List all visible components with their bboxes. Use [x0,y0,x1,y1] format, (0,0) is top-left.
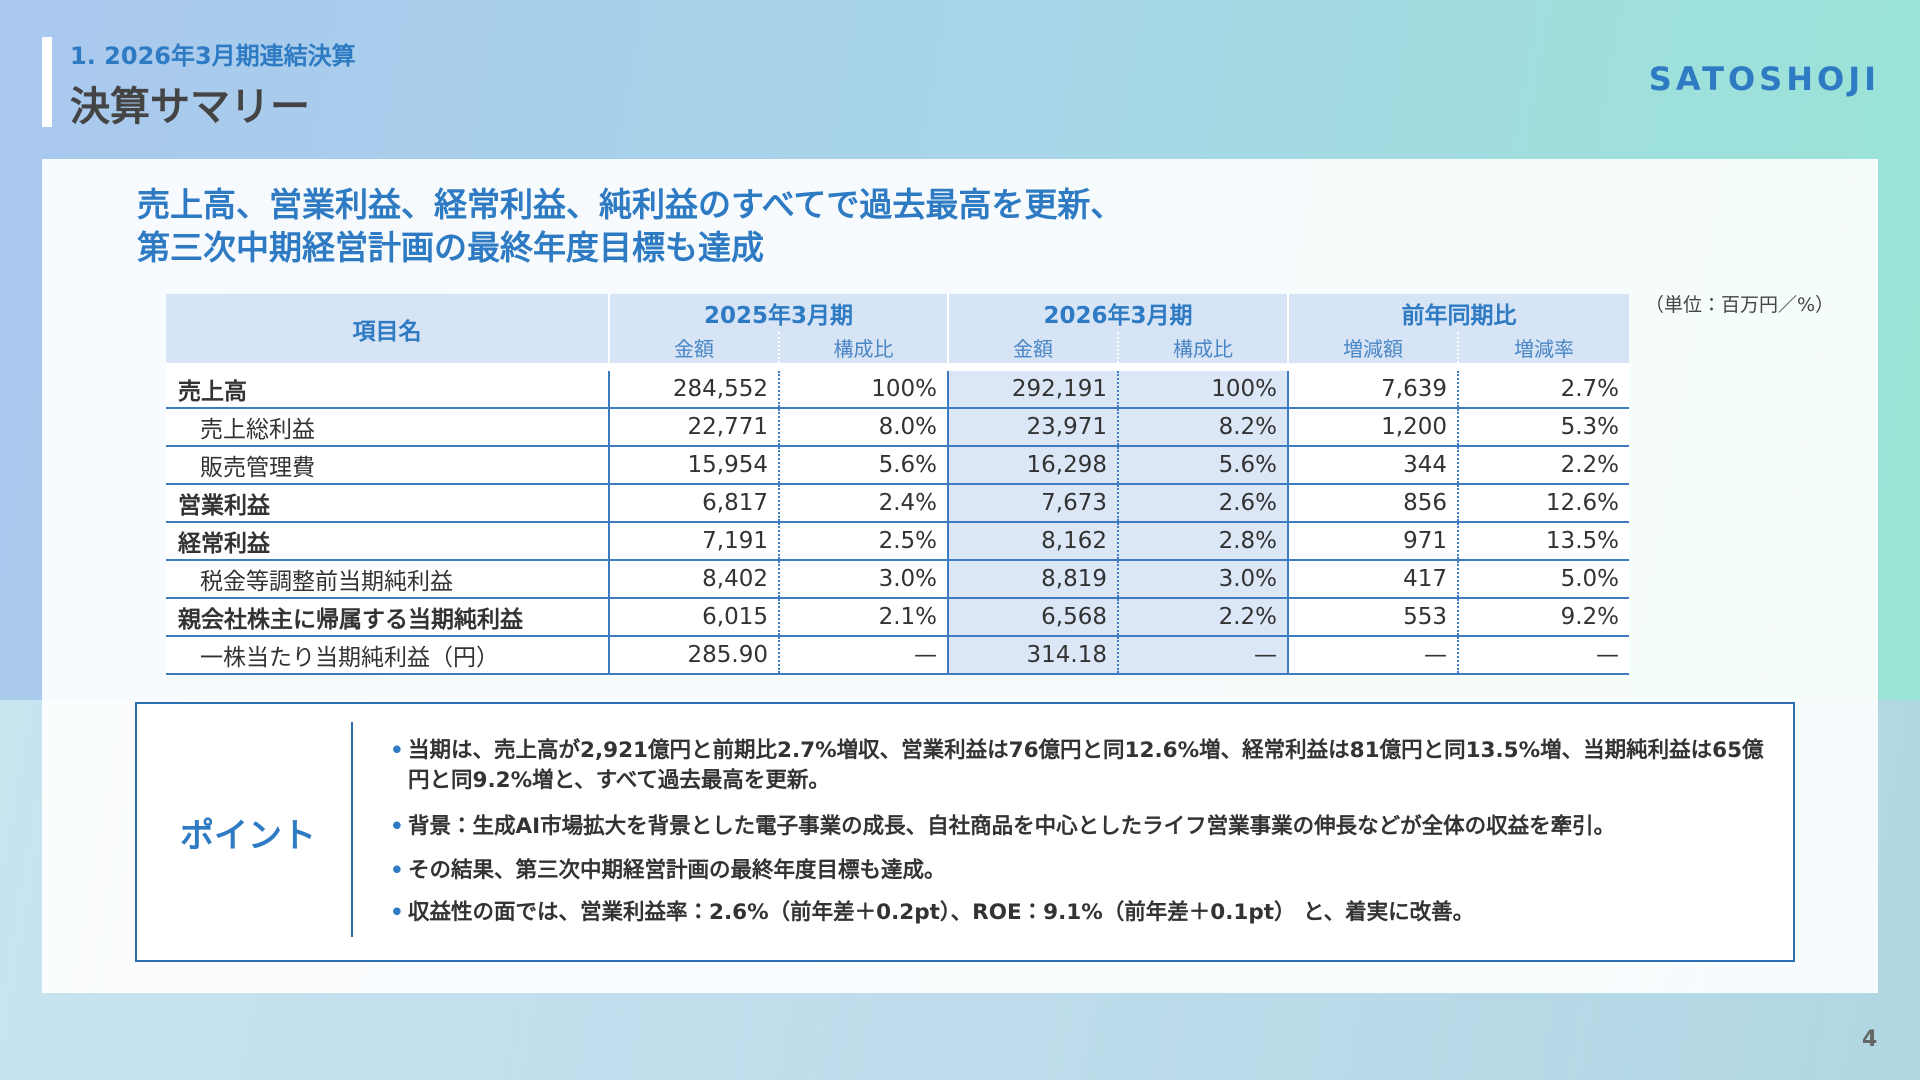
cell: 12.6% [1458,484,1629,523]
cell: 5.6% [779,446,949,485]
cell: — [779,636,949,675]
cell: 2.7% [1458,363,1629,409]
bullet: 背景：生成AI市場拡大を背景とした電子事業の成長、自社商品を中心としたライフ営業… [390,812,1770,842]
cell: 8,402 [609,560,780,599]
cell: 2.2% [1458,446,1629,485]
cell: 7,673 [948,484,1119,523]
cell: 417 [1288,560,1459,599]
cell: 5.6% [1118,446,1289,485]
bullet: 収益性の面では、営業利益率：2.6%（前年差＋0.2pt）、ROE：9.1%（前… [390,898,1770,928]
cell: 314.18 [948,636,1119,675]
cell: 100% [1118,363,1289,409]
cell: 6,568 [948,598,1119,637]
cell: 23,971 [948,408,1119,447]
accent-bar [42,37,52,127]
row-label: 営業利益 [166,484,610,523]
cell: 22,771 [609,408,780,447]
sub-header: 増減率 [1458,332,1629,371]
unit-note: （単位：百万円／%） [1645,294,1835,316]
row-label: 一株当たり当期純利益（円） [166,636,610,675]
bullet: 当期は、売上高が2,921億円と前期比2.7%増収、営業利益は76億円と同12.… [390,736,1770,796]
row-label: 親会社株主に帰属する当期純利益 [166,598,610,637]
row-label: 売上総利益 [166,408,610,447]
divider [351,722,353,937]
header-cell: 項目名 [166,294,610,371]
cell: 284,552 [609,363,780,409]
table-row: 一株当たり当期純利益（円） 285.90—314.18— — — [166,636,1629,675]
sub-header: 増減額 [1288,332,1459,371]
cell: 285.90 [609,636,780,675]
cell: — [1458,636,1629,675]
table-row: 親会社株主に帰属する当期純利益 6,015 2.1% 6,568 2.2% 553 9.2% [166,598,1629,637]
row-label: 売上高 [166,363,610,409]
slide-title: 決算サマリー [70,84,310,130]
point-label: ポイント [180,816,316,856]
table-row: 税金等調整前当期純利益 8,402 3.0% 8,819 3.0% 417 5.0% [166,560,1629,599]
cell: 344 [1288,446,1459,485]
cell: 292,191 [948,363,1119,409]
cell: — [1118,636,1289,675]
logo: SATOSHOJI [1648,60,1880,98]
cell: 13.5% [1458,522,1629,561]
cell: 8.0% [779,408,949,447]
row-label: 販売管理費 [166,446,610,485]
cell: 5.0% [1458,560,1629,599]
cell: 2.8% [1118,522,1289,561]
group-header: 2025年3月期 [609,294,949,332]
cell: 2.4% [779,484,949,523]
cell: 2.5% [779,522,949,561]
headline: 売上高、営業利益、経常利益、純利益のすべてで過去最高を更新、 [137,185,1124,224]
group-header: 前年同期比 [1288,294,1629,332]
cell: 7,191 [609,522,780,561]
cell: 856 [1288,484,1459,523]
summary-table: 項目名 2025年3月期 2026年3月期 前年同期比 金額 構成比 金額 構成比 増減… [166,294,1629,675]
sub-header: 金額 [609,332,780,371]
headline: 第三次中期経営計画の最終年度目標も達成 [137,228,764,267]
cell: 15,954 [609,446,780,485]
cell: 2.2% [1118,598,1289,637]
cell: 8.2% [1118,408,1289,447]
section-title: 1. 2026年3月期連結決算 [70,42,356,70]
cell: 3.0% [1118,560,1289,599]
cell: 2.6% [1118,484,1289,523]
cell: 8,819 [948,560,1119,599]
sub-header: 金額 [948,332,1119,371]
table-row: 売上高 284,552 100% 292,191 100% 7,639 2.7% [166,363,1629,409]
table-row: 経常利益 7,191 2.5% 8,162 2.8% 971 13.5% [166,522,1629,561]
cell: 9.2% [1458,598,1629,637]
row-label: 税金等調整前当期純利益 [166,560,610,599]
cell: 553 [1288,598,1459,637]
bullet: その結果、第三次中期経営計画の最終年度目標も達成。 [390,856,1770,886]
cell: 2.1% [779,598,949,637]
cell: 5.3% [1458,408,1629,447]
cell: 971 [1288,522,1459,561]
cell: 8,162 [948,522,1119,561]
cell: — [1288,636,1459,675]
cell: 7,639 [1288,363,1459,409]
table-row: 売上総利益 22,771 8.0% 23,971 8.2% 1,200 5.3% [166,408,1629,447]
sub-header: 構成比 [1118,332,1289,371]
page-number: 4 [1862,1027,1878,1052]
group-header: 2026年3月期 [948,294,1289,332]
row-label: 経常利益 [166,522,610,561]
cell: 1,200 [1288,408,1459,447]
sub-header: 構成比 [779,332,949,371]
table-row: 営業利益 6,817 2.4% 7,673 2.6% 856 12.6% [166,484,1629,523]
cell: 6,817 [609,484,780,523]
cell: 6,015 [609,598,780,637]
cell: 3.0% [779,560,949,599]
table-row: 販売管理費 15,954 5.6% 16,298 5.6% 344 2.2% [166,446,1629,485]
cell: 100% [779,363,949,409]
cell: 16,298 [948,446,1119,485]
